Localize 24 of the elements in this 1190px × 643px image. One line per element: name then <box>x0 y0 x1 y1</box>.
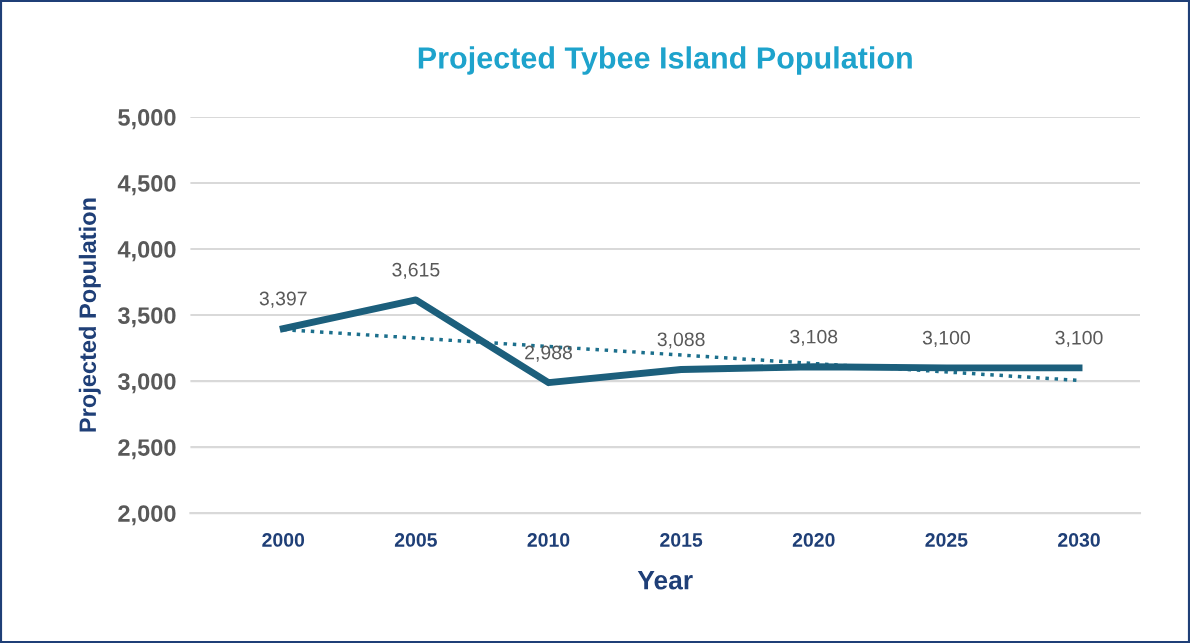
x-tick-label: 2025 <box>925 533 968 547</box>
x-tick-label: 2010 <box>527 533 570 547</box>
y-tick-label: 5,000 <box>118 109 176 130</box>
x-tick-label: 2030 <box>1058 533 1100 547</box>
y-tick-label: 2,500 <box>118 439 176 460</box>
x-tick-label: 2005 <box>394 533 437 547</box>
x-tick-label: 2000 <box>262 533 305 547</box>
x-tick-label: 2015 <box>660 533 703 547</box>
data-label: 3,615 <box>392 262 440 279</box>
data-label: 3,088 <box>657 332 705 349</box>
y-tick-label: 4,500 <box>117 175 176 196</box>
y-tick-label: 4,000 <box>117 241 176 262</box>
chart-title: Projected Tybee Island Population <box>418 46 912 75</box>
y-axis-title: Projected Population <box>78 198 101 432</box>
x-tick-label: 2020 <box>792 533 835 547</box>
data-label: 2,988 <box>525 345 572 362</box>
data-label: 3,397 <box>259 291 307 308</box>
data-label: 3,108 <box>790 329 838 346</box>
y-tick-label: 3,500 <box>117 307 176 328</box>
data-label: 3,100 <box>1055 330 1103 347</box>
data-label: 3,100 <box>922 330 970 347</box>
y-tick-label: 3,000 <box>117 373 176 394</box>
x-axis-title: Year <box>637 571 693 590</box>
y-tick-label: 2,000 <box>118 505 176 526</box>
